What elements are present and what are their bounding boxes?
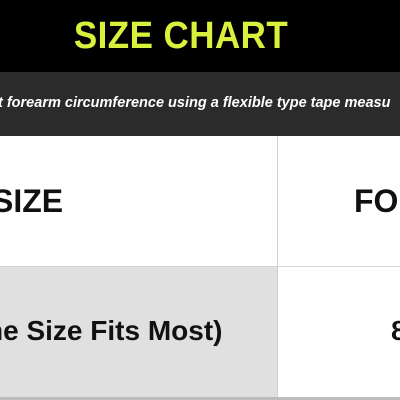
- size-value-cell: ne Size Fits Most): [0, 266, 277, 400]
- table-header-row: SIZE FO: [0, 136, 400, 266]
- size-value: ne Size Fits Most): [0, 315, 223, 346]
- forearm-value: 8: [391, 315, 400, 346]
- forearm-column-header: FO: [354, 183, 399, 219]
- table-row: ne Size Fits Most) 8: [0, 266, 400, 400]
- size-chart-title: SIZE CHART: [73, 15, 289, 57]
- size-chart-header: SIZE CHART: [0, 0, 400, 72]
- measurement-instruction-bar: t forearm circumference using a flexible…: [0, 72, 400, 136]
- size-column-header: SIZE: [0, 183, 64, 219]
- forearm-value-cell: 8: [278, 266, 400, 400]
- table-bottom-border: [0, 397, 400, 400]
- row-divider: [0, 266, 400, 267]
- measurement-instruction: t forearm circumference using a flexible…: [0, 95, 391, 111]
- forearm-header-cell: FO: [278, 136, 400, 266]
- size-header-cell: SIZE: [0, 136, 277, 266]
- column-divider: [277, 136, 278, 400]
